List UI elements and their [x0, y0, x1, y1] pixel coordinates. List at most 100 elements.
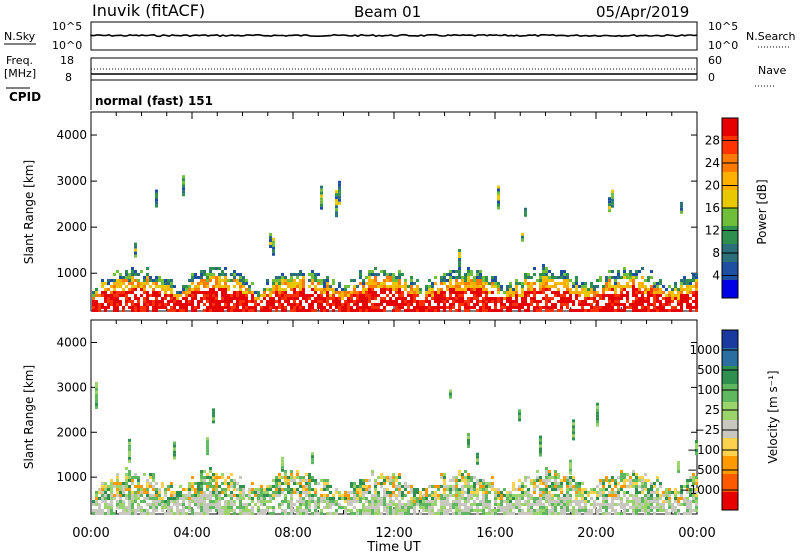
- data-cell: [284, 300, 287, 303]
- data-cell: [689, 509, 692, 512]
- data-cell: [578, 491, 581, 494]
- data-cell: [149, 476, 152, 479]
- data-cell: [347, 285, 350, 288]
- data-cell: [257, 506, 260, 509]
- data-cell: [353, 294, 356, 297]
- data-cell: [560, 276, 563, 279]
- data-cell: [167, 488, 170, 491]
- data-cell: [614, 491, 617, 494]
- data-cell: [155, 494, 158, 497]
- data-cell: [650, 303, 653, 306]
- data-cell: [626, 497, 629, 500]
- data-cell: [557, 497, 560, 500]
- data-cell: [644, 288, 647, 291]
- data-cell: [341, 288, 344, 291]
- data-cell: [377, 506, 380, 509]
- data-cell: [641, 506, 644, 509]
- data-cell: [299, 285, 302, 288]
- data-cell: [212, 294, 215, 297]
- data-cell: [635, 276, 638, 279]
- data-cell: [389, 512, 392, 515]
- data-cell: [329, 491, 332, 494]
- data-cell: [317, 306, 320, 309]
- data-cell: [320, 282, 323, 285]
- data-cell: [497, 285, 500, 288]
- data-cell: [518, 488, 521, 491]
- data-cell: [356, 509, 359, 512]
- data-cell: [569, 471, 572, 475]
- data-cell: [683, 500, 686, 503]
- data-cell: [683, 297, 686, 300]
- data-cell: [347, 491, 350, 494]
- data-cell: [434, 282, 437, 285]
- data-cell: [101, 488, 104, 491]
- data-cell: [446, 288, 449, 291]
- data-cell: [614, 300, 617, 303]
- data-cell: [386, 512, 389, 515]
- data-cell: [596, 509, 599, 512]
- data-cell: [92, 303, 95, 306]
- data-cell: [275, 476, 278, 479]
- data-cell: [278, 291, 281, 294]
- data-cell: [641, 282, 644, 285]
- data-cell: [461, 294, 464, 297]
- data-cell: [524, 500, 527, 503]
- data-cell: [425, 494, 428, 497]
- data-cell: [320, 188, 323, 192]
- data-cell: [392, 503, 395, 506]
- data-cell: [206, 452, 209, 456]
- data-cell: [431, 506, 434, 509]
- data-cell: [449, 282, 452, 285]
- data-cell: [563, 506, 566, 509]
- data-cell: [683, 282, 686, 285]
- data-cell: [554, 506, 557, 509]
- data-cell: [503, 494, 506, 497]
- data-cell: [233, 500, 236, 503]
- data-cell: [218, 267, 221, 270]
- data-cell: [467, 306, 470, 309]
- data-cell: [680, 303, 683, 306]
- data-cell: [662, 500, 665, 503]
- data-cell: [623, 482, 626, 485]
- data-cell: [113, 512, 116, 515]
- data-cell: [581, 300, 584, 303]
- data-cell: [209, 503, 212, 506]
- data-cell: [323, 285, 326, 288]
- data-cell: [197, 285, 200, 288]
- data-cell: [488, 291, 491, 294]
- data-cell: [476, 479, 479, 482]
- data-cell: [230, 494, 233, 497]
- data-cell: [326, 479, 329, 482]
- data-cell: [212, 485, 215, 488]
- data-cell: [179, 309, 182, 312]
- data-cell: [329, 503, 332, 506]
- data-cell: [317, 500, 320, 503]
- data-cell: [458, 261, 461, 265]
- data-cell: [356, 285, 359, 288]
- data-cell: [674, 509, 677, 512]
- data-cell: [494, 285, 497, 288]
- data-cell: [293, 297, 296, 300]
- data-cell: [200, 479, 203, 482]
- data-cell: [428, 285, 431, 288]
- data-cell: [329, 285, 332, 288]
- data-cell: [455, 279, 458, 282]
- data-cell: [167, 294, 170, 297]
- data-cell: [530, 288, 533, 291]
- data-cell: [239, 273, 242, 276]
- data-cell: [452, 506, 455, 509]
- data-cell: [548, 494, 551, 497]
- data-cell: [146, 300, 149, 303]
- data-cell: [311, 306, 314, 309]
- data-cell: [125, 506, 128, 509]
- data-cell: [443, 297, 446, 300]
- data-cell: [464, 497, 467, 500]
- data-cell: [356, 297, 359, 300]
- data-cell: [386, 476, 389, 479]
- data-cell: [386, 488, 389, 491]
- data-cell: [143, 303, 146, 306]
- colorbar-swatch: [722, 226, 738, 245]
- data-cell: [185, 506, 188, 509]
- data-cell: [344, 500, 347, 503]
- data-cell: [152, 479, 155, 482]
